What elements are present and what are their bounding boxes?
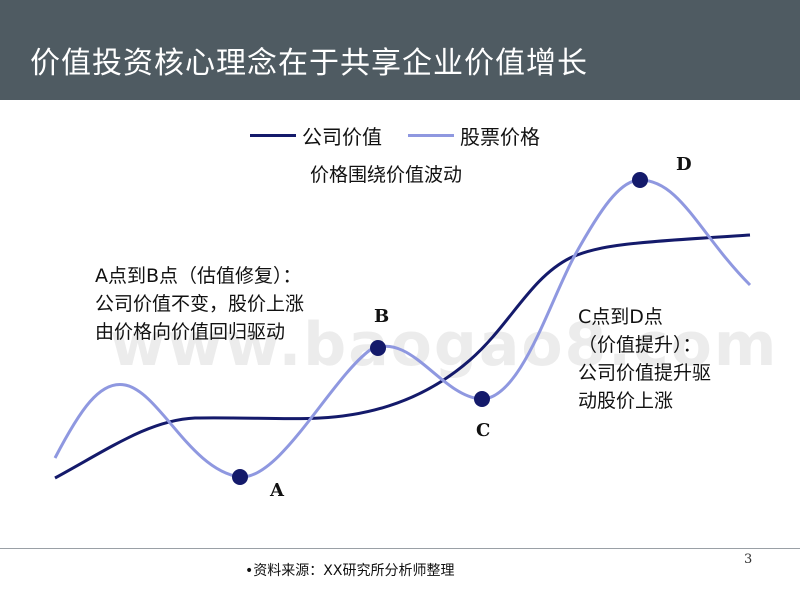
- point-d-label: D: [676, 154, 692, 175]
- legend: 公司价值 股票价格: [250, 121, 566, 150]
- point-a-marker: [232, 469, 248, 485]
- company-value-line: [54, 233, 751, 480]
- note-cd-line-4: 动股价上涨: [578, 390, 674, 412]
- note-a-to-b: A点到B点（估值修复）： 公司价值不变，股价上涨 由价格向价值回归驱动: [95, 262, 304, 346]
- source-note: •资料来源：XX研究所分析师整理: [245, 563, 455, 579]
- point-d-marker: [632, 172, 648, 188]
- point-b-marker: [370, 340, 386, 356]
- point-b-label: B: [374, 306, 390, 327]
- page-title: 价值投资核心理念在于共享企业价值增长: [30, 46, 588, 81]
- point-a-label: A: [270, 480, 284, 501]
- chart-subtitle: 价格围绕价值波动: [310, 164, 463, 186]
- note-cd-line-2: （价值提升）：: [578, 334, 702, 356]
- legend-label-company-value: 公司价值: [302, 125, 382, 149]
- title-bar: 价值投资核心理念在于共享企业价值增长: [0, 0, 800, 100]
- note-ab-line-1: A点到B点（估值修复）：: [95, 265, 302, 287]
- point-c-marker: [474, 391, 490, 407]
- page-number: 3: [744, 552, 753, 567]
- legend-item-stock-price: 股票价格: [408, 121, 540, 150]
- note-c-to-d: C点到D点 （价值提升）： 公司价值提升驱 动股价上涨: [578, 303, 711, 415]
- legend-swatch-stock-price: [408, 134, 454, 137]
- legend-swatch-company-value: [250, 134, 296, 137]
- legend-item-company-value: 公司价值: [250, 121, 382, 150]
- note-cd-line-1: C点到D点: [578, 306, 663, 328]
- note-cd-line-3: 公司价值提升驱: [578, 362, 712, 384]
- footer-divider: [0, 548, 800, 549]
- note-ab-line-3: 由价格向价值回归驱动: [95, 321, 286, 343]
- watermark: www.baogao8.com: [110, 310, 779, 380]
- note-ab-line-2: 公司价值不变，股价上涨: [95, 293, 305, 315]
- point-c-label: C: [476, 420, 491, 441]
- legend-label-stock-price: 股票价格: [460, 125, 540, 149]
